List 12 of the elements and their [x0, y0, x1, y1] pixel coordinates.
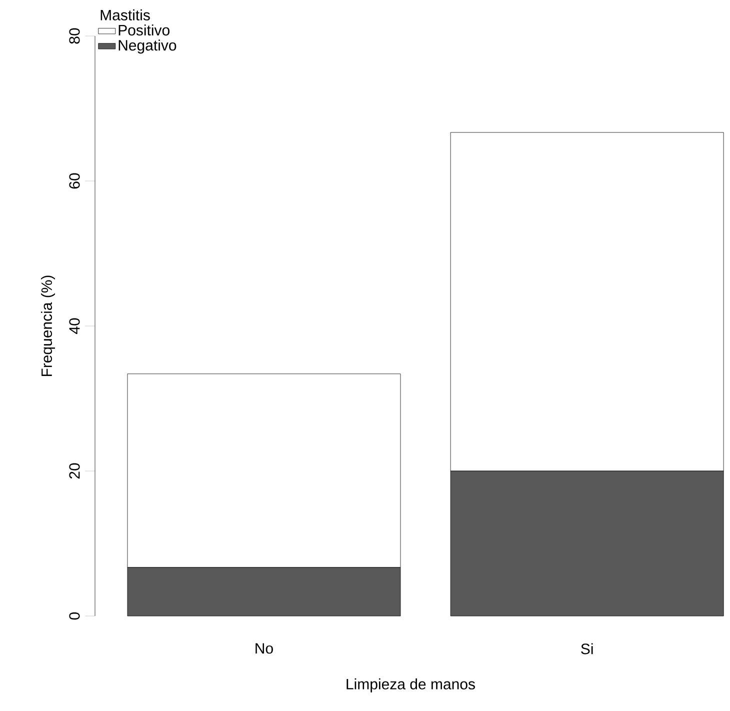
y-tick-label: 20: [69, 463, 80, 479]
y-tick-label: 80: [69, 28, 80, 44]
y-tick-label: 60: [69, 173, 80, 189]
y-tick-label: 40: [69, 318, 80, 334]
legend-title: Mastitis: [100, 9, 150, 20]
y-tick-label: 0: [69, 612, 80, 620]
x-tick-label: No: [256, 643, 273, 654]
y-axis-title: Frequencia (%): [40, 276, 55, 376]
legend-label: Positivo: [118, 24, 170, 36]
legend-label: Negativo: [118, 40, 176, 54]
x-axis-title: Limpieza de manos: [346, 678, 475, 692]
x-tick-label: Si: [581, 643, 593, 654]
